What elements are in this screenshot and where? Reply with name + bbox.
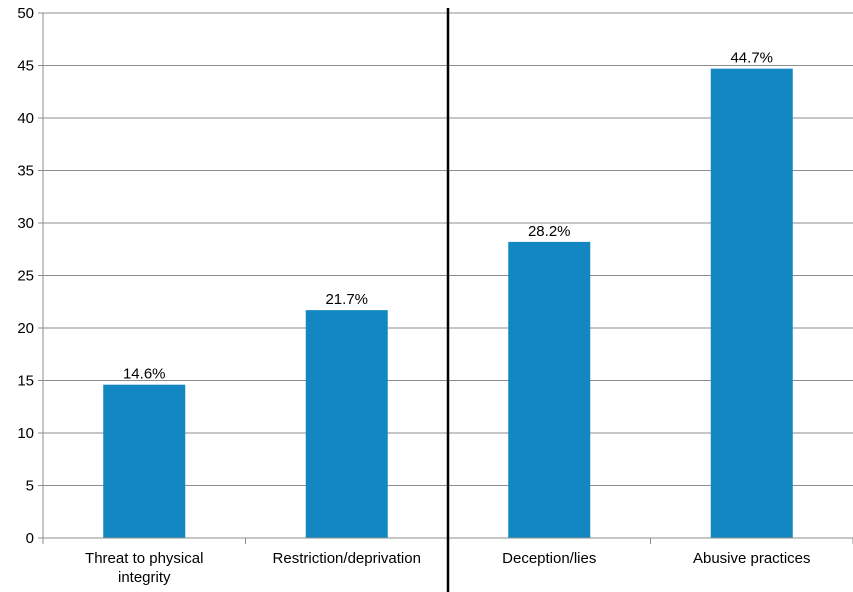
y-tick-label: 0	[26, 530, 34, 547]
bar	[305, 310, 388, 538]
x-category-label: Abusive practices	[693, 550, 811, 567]
y-tick-label: 5	[26, 478, 34, 495]
x-category-label: integrity	[118, 569, 171, 586]
data-label: 44.7%	[730, 50, 773, 67]
y-tick-label: 20	[17, 320, 34, 337]
axes	[38, 12, 853, 544]
y-tick-label: 30	[17, 215, 34, 232]
bar	[103, 384, 186, 538]
y-tick-label: 35	[17, 163, 34, 180]
x-category-label: Deception/lies	[502, 550, 596, 567]
x-category-label: Restriction/deprivation	[273, 550, 421, 567]
y-tick-label: 45	[17, 58, 34, 75]
x-axis-category-labels: Threat to physical integrity Restriction/d…	[85, 550, 810, 586]
y-tick-label: 40	[17, 110, 34, 127]
y-tick-label: 50	[17, 5, 34, 22]
bar	[508, 241, 591, 538]
y-tick-label: 10	[17, 425, 34, 442]
x-category-label: Threat to physical	[85, 550, 203, 567]
data-label: 21.7%	[325, 291, 368, 308]
bars	[103, 68, 793, 539]
data-labels: 14.6% 21.7% 28.2% 44.7%	[123, 50, 773, 383]
y-tick-label: 15	[17, 373, 34, 390]
y-axis-tick-labels: 0 5 10 15 20 25 30 35 40 45 50	[17, 5, 34, 547]
y-tick-label: 25	[17, 268, 34, 285]
data-label: 28.2%	[528, 223, 571, 240]
data-label: 14.6%	[123, 366, 166, 383]
bar	[710, 68, 793, 539]
